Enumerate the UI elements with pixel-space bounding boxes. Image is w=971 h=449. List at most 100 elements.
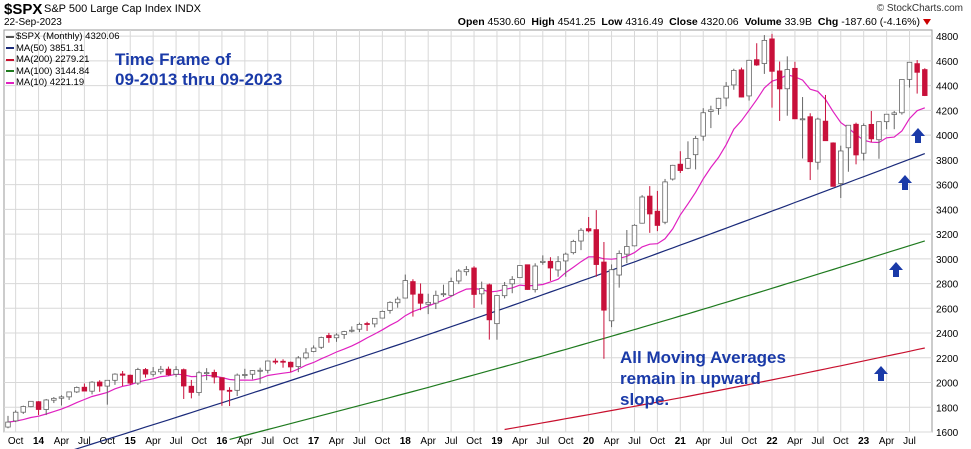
y-tick-label: 3400 bbox=[936, 205, 959, 216]
y-tick-label: 1600 bbox=[936, 428, 959, 439]
candle-body bbox=[58, 396, 65, 399]
candle-body bbox=[234, 374, 240, 391]
candle-body bbox=[662, 181, 668, 223]
candle-body bbox=[715, 97, 722, 109]
candle-body bbox=[349, 329, 355, 332]
ma-line-ma100 bbox=[229, 240, 925, 440]
x-tick-label: Oct bbox=[375, 436, 391, 447]
candle-body bbox=[303, 352, 309, 359]
candle-body bbox=[265, 360, 271, 371]
candle-body bbox=[51, 397, 57, 401]
candle-body bbox=[341, 331, 347, 335]
candle-body bbox=[478, 288, 485, 295]
legend-item-ma200: MA(200) 2279.21 bbox=[6, 54, 120, 66]
ticker-symbol: $SPX bbox=[4, 1, 43, 18]
x-tick-label: 22 bbox=[766, 436, 778, 447]
timeframe-annotation: Time Frame of 09-2013 thru 09-2023 bbox=[115, 50, 283, 89]
x-tick-label: Jul bbox=[536, 436, 549, 447]
candle-body bbox=[578, 229, 584, 242]
candle-body bbox=[5, 421, 11, 428]
y-tick-label: 2400 bbox=[936, 329, 959, 340]
legend-item-ma10: MA(10) 4221.19 bbox=[6, 77, 120, 89]
candle-body bbox=[731, 70, 737, 86]
up-arrow-icon bbox=[898, 175, 912, 190]
up-arrow-icon bbox=[889, 262, 903, 277]
candle-body bbox=[135, 369, 141, 384]
candle-body bbox=[517, 265, 523, 279]
x-tick-label: Jul bbox=[903, 436, 916, 447]
candle-body bbox=[81, 386, 88, 392]
candle-body bbox=[608, 269, 615, 322]
candle-body bbox=[776, 70, 783, 90]
candle-body bbox=[494, 295, 500, 325]
candle-body bbox=[203, 372, 210, 375]
x-tick-label: Oct bbox=[833, 436, 849, 447]
y-tick-label: 3200 bbox=[936, 230, 959, 241]
x-tick-label: Apr bbox=[420, 436, 436, 447]
candle-body bbox=[104, 379, 111, 387]
x-tick-label: Oct bbox=[8, 436, 24, 447]
legend-item-price: $SPX (Monthly) 4320.06 bbox=[6, 31, 120, 43]
y-tick-label: 2800 bbox=[936, 280, 959, 291]
x-tick-label: 17 bbox=[308, 436, 320, 447]
candle-body bbox=[165, 368, 172, 376]
candle-body bbox=[158, 368, 164, 373]
x-tick-label: Oct bbox=[558, 436, 574, 447]
candle-body bbox=[417, 293, 424, 304]
plot-area bbox=[3, 29, 933, 433]
y-tick-label: 2200 bbox=[936, 354, 959, 365]
candle-body bbox=[761, 39, 768, 64]
candle-body bbox=[914, 63, 920, 73]
candle-body bbox=[563, 253, 569, 262]
candle-body bbox=[287, 361, 294, 368]
candle-body bbox=[860, 125, 867, 154]
chart-date: 22-Sep-2023 bbox=[4, 17, 62, 28]
candle-body bbox=[433, 294, 439, 304]
legend-item-ma50: MA(50) 3851.31 bbox=[6, 43, 120, 55]
x-tick-label: Oct bbox=[741, 436, 757, 447]
x-tick-label: Jul bbox=[811, 436, 824, 447]
x-tick-label: Oct bbox=[191, 436, 207, 447]
candle-body bbox=[822, 120, 829, 142]
candle-body bbox=[173, 369, 179, 375]
x-tick-label: Jul bbox=[353, 436, 366, 447]
x-tick-label: 19 bbox=[491, 436, 503, 447]
candle-body bbox=[440, 293, 447, 296]
candle-body bbox=[853, 123, 859, 156]
index-name: S&P 500 Large Cap Index INDX bbox=[44, 3, 201, 15]
x-tick-label: 15 bbox=[125, 436, 137, 447]
candle-body bbox=[868, 123, 875, 140]
candle-body bbox=[677, 163, 684, 171]
ma-line-ma200 bbox=[504, 347, 925, 431]
x-tick-label: Apr bbox=[145, 436, 161, 447]
candle-body bbox=[28, 400, 34, 408]
y-tick-label: 4800 bbox=[936, 32, 959, 43]
candle-body bbox=[387, 301, 393, 311]
candle-body bbox=[12, 411, 19, 422]
x-tick-label: Jul bbox=[78, 436, 91, 447]
x-tick-label: 23 bbox=[858, 436, 870, 447]
candle-body bbox=[845, 124, 852, 149]
candle-body bbox=[532, 265, 538, 291]
candle-body bbox=[838, 150, 844, 184]
candle-body bbox=[448, 281, 454, 296]
down-triangle-icon bbox=[923, 19, 931, 26]
candle-body bbox=[196, 372, 202, 393]
candle-body bbox=[211, 371, 217, 378]
y-tick-label: 1800 bbox=[936, 403, 959, 414]
candle-body bbox=[310, 347, 317, 352]
x-tick-label: Apr bbox=[237, 436, 253, 447]
candle-body bbox=[219, 377, 225, 391]
candle-body bbox=[96, 381, 103, 387]
candle-body bbox=[249, 370, 256, 375]
candle-body bbox=[585, 228, 592, 232]
candle-body bbox=[257, 369, 263, 372]
candle-body bbox=[876, 121, 882, 141]
candle-body bbox=[326, 335, 332, 339]
candle-body bbox=[66, 391, 72, 398]
x-tick-label: Jul bbox=[445, 436, 458, 447]
candle-body bbox=[142, 369, 149, 375]
candle-body bbox=[906, 61, 913, 80]
candle-body bbox=[540, 260, 546, 263]
